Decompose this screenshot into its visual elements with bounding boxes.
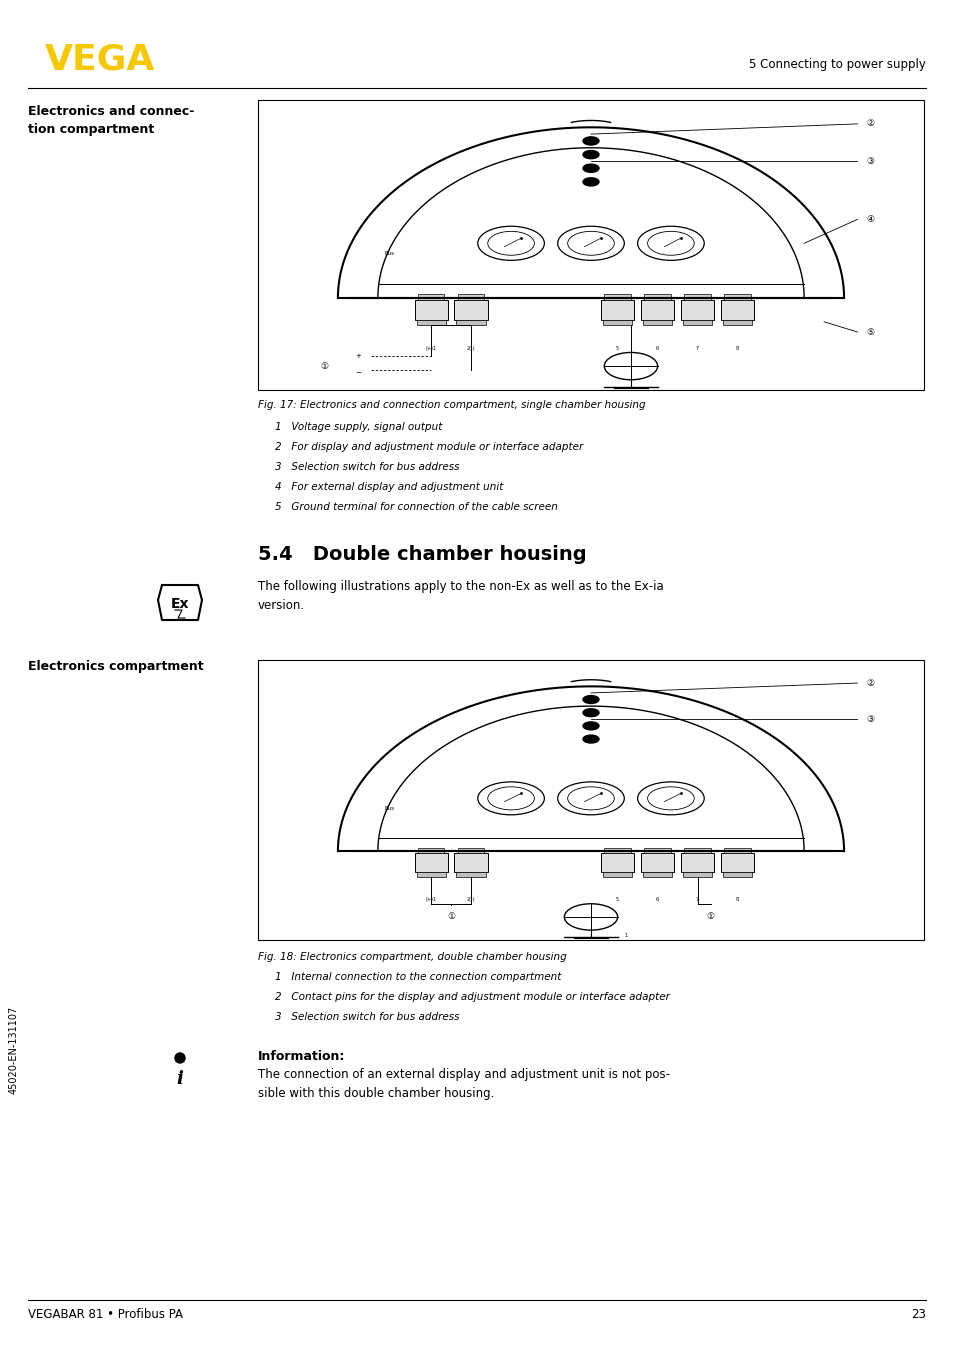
Circle shape	[582, 696, 598, 704]
Circle shape	[582, 137, 598, 145]
Text: (+)1: (+)1	[425, 898, 436, 902]
Bar	[640, 299, 674, 320]
Text: 3   Selection switch for bus address: 3 Selection switch for bus address	[274, 1011, 459, 1022]
Text: 5.4   Double chamber housing: 5.4 Double chamber housing	[257, 546, 586, 565]
Bar	[454, 299, 487, 320]
Bar	[456, 872, 485, 877]
Bar	[723, 294, 750, 299]
Text: 5 Connecting to power supply: 5 Connecting to power supply	[748, 58, 925, 70]
Text: Information:: Information:	[257, 1049, 345, 1063]
Bar	[414, 853, 447, 872]
Text: Bus: Bus	[384, 250, 395, 256]
Bar	[416, 320, 445, 325]
Bar	[257, 659, 923, 940]
Bar	[602, 872, 632, 877]
Circle shape	[582, 735, 598, 743]
Bar	[257, 100, 923, 390]
Circle shape	[582, 150, 598, 158]
Circle shape	[582, 164, 598, 172]
Bar	[683, 848, 710, 853]
Bar	[722, 320, 751, 325]
Text: ①: ①	[320, 362, 329, 371]
Text: ①: ①	[447, 913, 455, 922]
Bar	[722, 872, 751, 877]
Text: 5   Ground terminal for connection of the cable screen: 5 Ground terminal for connection of the …	[274, 502, 558, 512]
Text: ④: ④	[865, 215, 874, 223]
Text: ①: ①	[706, 913, 714, 922]
Text: 2   For display and adjustment module or interface adapter: 2 For display and adjustment module or i…	[274, 441, 582, 452]
Text: 3   Selection switch for bus address: 3 Selection switch for bus address	[274, 462, 459, 473]
Bar	[720, 299, 754, 320]
Text: 2(-): 2(-)	[466, 345, 475, 351]
Bar	[417, 848, 444, 853]
Text: 2(-): 2(-)	[466, 898, 475, 902]
Text: Fig. 18: Electronics compartment, double chamber housing: Fig. 18: Electronics compartment, double…	[257, 952, 566, 961]
Text: Electronics compartment: Electronics compartment	[28, 659, 203, 673]
Bar	[457, 294, 484, 299]
Bar	[640, 853, 674, 872]
Circle shape	[582, 177, 598, 185]
Circle shape	[582, 708, 598, 716]
Text: The connection of an external display and adjustment unit is not pos-
sible with: The connection of an external display an…	[257, 1068, 669, 1099]
Text: 1   Internal connection to the connection compartment: 1 Internal connection to the connection …	[274, 972, 560, 982]
Bar	[723, 848, 750, 853]
Text: 5: 5	[616, 898, 618, 902]
Bar	[603, 848, 630, 853]
Text: −: −	[355, 370, 360, 376]
Text: The following illustrations apply to the non-Ex as well as to the Ex-ia
version.: The following illustrations apply to the…	[257, 580, 663, 612]
Text: +: +	[355, 353, 360, 359]
Text: 7: 7	[696, 898, 699, 902]
Bar	[457, 848, 484, 853]
Text: 1   Voltage supply, signal output: 1 Voltage supply, signal output	[274, 422, 442, 432]
Text: VEGABAR 81 • Profibus PA: VEGABAR 81 • Profibus PA	[28, 1308, 183, 1322]
Text: 8: 8	[735, 898, 739, 902]
Bar	[602, 320, 632, 325]
Text: 8: 8	[735, 345, 739, 351]
Bar	[720, 853, 754, 872]
Bar	[680, 299, 714, 320]
Text: VEGA: VEGA	[45, 42, 155, 76]
Text: 6: 6	[656, 898, 659, 902]
Text: 1: 1	[623, 933, 627, 938]
Text: Fig. 17: Electronics and connection compartment, single chamber housing: Fig. 17: Electronics and connection comp…	[257, 399, 645, 410]
Bar	[643, 294, 670, 299]
Bar	[643, 848, 670, 853]
Bar	[417, 294, 444, 299]
Bar	[680, 853, 714, 872]
Text: 5: 5	[616, 345, 618, 351]
Bar	[642, 872, 672, 877]
Bar	[456, 320, 485, 325]
Text: Bus: Bus	[384, 806, 395, 811]
Text: ③: ③	[865, 715, 874, 724]
Text: 4   For external display and adjustment unit: 4 For external display and adjustment un…	[274, 482, 503, 492]
Bar	[603, 294, 630, 299]
Text: ③: ③	[865, 157, 874, 167]
Bar	[682, 320, 712, 325]
Bar	[414, 299, 447, 320]
Text: 23: 23	[910, 1308, 925, 1322]
Text: ②: ②	[865, 678, 874, 688]
Circle shape	[582, 722, 598, 730]
Text: Electronics and connec-
tion compartment: Electronics and connec- tion compartment	[28, 106, 194, 135]
Text: Ex: Ex	[171, 597, 189, 611]
Bar	[600, 299, 634, 320]
Bar	[454, 853, 487, 872]
Text: ②: ②	[865, 119, 874, 129]
Bar	[642, 320, 672, 325]
Bar	[683, 294, 710, 299]
Text: (+)1: (+)1	[425, 345, 436, 351]
Text: i: i	[176, 1070, 183, 1089]
Text: 6: 6	[656, 345, 659, 351]
Circle shape	[174, 1053, 185, 1063]
Text: ⑤: ⑤	[865, 328, 874, 337]
Bar	[416, 872, 445, 877]
Bar	[682, 872, 712, 877]
Text: 45020-EN-131107: 45020-EN-131107	[9, 1006, 19, 1094]
Text: 7: 7	[696, 345, 699, 351]
Bar	[600, 853, 634, 872]
Text: 2   Contact pins for the display and adjustment module or interface adapter: 2 Contact pins for the display and adjus…	[274, 992, 669, 1002]
